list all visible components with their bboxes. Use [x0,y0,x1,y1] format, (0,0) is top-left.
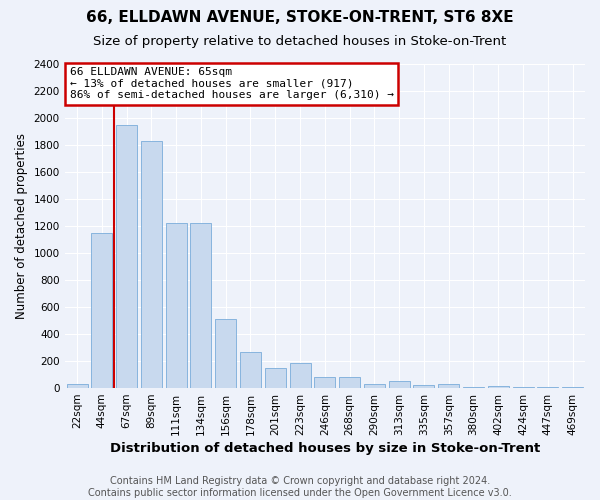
Text: 66 ELLDAWN AVENUE: 65sqm
← 13% of detached houses are smaller (917)
86% of semi-: 66 ELLDAWN AVENUE: 65sqm ← 13% of detach… [70,67,394,100]
Bar [438,384,459,388]
Bar [240,352,261,388]
Bar [538,386,559,388]
Bar [215,318,236,388]
Bar [91,233,112,388]
Bar [265,368,286,388]
Bar [290,363,311,388]
Bar [389,382,410,388]
Bar [364,384,385,388]
X-axis label: Distribution of detached houses by size in Stoke-on-Trent: Distribution of detached houses by size … [110,442,540,455]
Text: Contains HM Land Registry data © Crown copyright and database right 2024.
Contai: Contains HM Land Registry data © Crown c… [88,476,512,498]
Bar [314,378,335,388]
Y-axis label: Number of detached properties: Number of detached properties [15,133,28,319]
Bar [166,224,187,388]
Text: 66, ELLDAWN AVENUE, STOKE-ON-TRENT, ST6 8XE: 66, ELLDAWN AVENUE, STOKE-ON-TRENT, ST6 … [86,10,514,25]
Bar [190,224,211,388]
Text: Size of property relative to detached houses in Stoke-on-Trent: Size of property relative to detached ho… [94,35,506,48]
Bar [463,386,484,388]
Bar [141,141,162,388]
Bar [488,386,509,388]
Bar [413,386,434,388]
Bar [67,384,88,388]
Bar [116,125,137,388]
Bar [339,376,360,388]
